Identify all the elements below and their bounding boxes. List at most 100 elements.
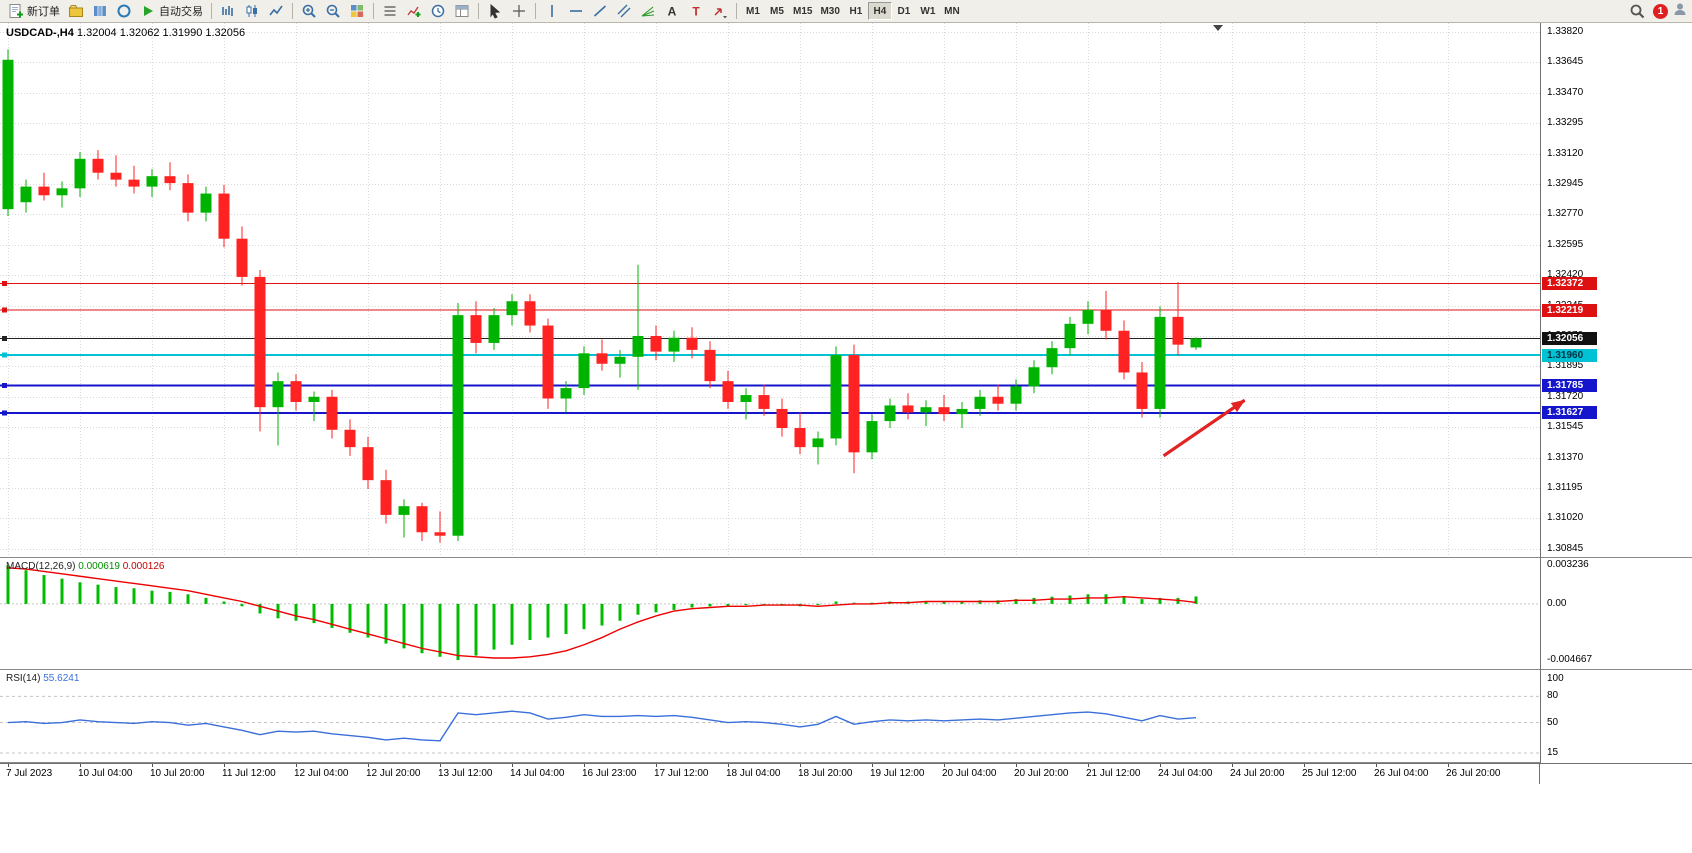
level-line-handle xyxy=(2,352,7,358)
tile-windows-button[interactable] xyxy=(345,1,369,21)
periods-button[interactable] xyxy=(426,1,450,21)
time-label: 12 Jul 04:00 xyxy=(294,768,349,779)
bars-icon xyxy=(222,6,233,16)
time-label: 24 Jul 20:00 xyxy=(1230,768,1285,779)
zoom-out-icon xyxy=(326,4,340,18)
time-tick xyxy=(8,764,9,767)
indicator-icon xyxy=(407,6,421,17)
trend-arrow-annotation[interactable] xyxy=(1162,398,1246,458)
time-tick xyxy=(1448,764,1449,767)
chart-canvas[interactable] xyxy=(0,23,1540,763)
arrange-windows-button[interactable] xyxy=(378,1,402,21)
zoom-out-button[interactable] xyxy=(321,1,345,21)
trendline-button[interactable] xyxy=(588,1,612,21)
price-level-badge: 1.32219 xyxy=(1542,303,1597,317)
channel-button[interactable] xyxy=(612,1,636,21)
line-icon xyxy=(269,5,283,16)
price-axis[interactable]: 1.33820 1.33645 1.33470 1.33295 1.33120 1.329… xyxy=(1540,23,1692,763)
price-tick-label: 1.33820 xyxy=(1547,26,1584,37)
price-tick-label: 1.33295 xyxy=(1547,117,1584,129)
line-chart-button[interactable] xyxy=(264,1,288,21)
price-level-badge: 1.32056 xyxy=(1542,331,1597,345)
price-tick-label: 1.33120 xyxy=(1547,147,1584,159)
market-watch-button[interactable] xyxy=(88,1,112,21)
timeframe-button-m30[interactable]: M30 xyxy=(816,2,843,20)
timeframe-button-h4[interactable]: H4 xyxy=(867,2,892,20)
timeframe-button-mn[interactable]: MN xyxy=(940,2,964,20)
crosshair-button[interactable] xyxy=(507,1,531,21)
rsi-line xyxy=(7,710,1197,742)
cursor-icon xyxy=(490,3,501,19)
time-label: 20 Jul 04:00 xyxy=(942,768,997,779)
folder-icon xyxy=(68,5,83,17)
text-label-button[interactable]: T xyxy=(684,1,708,21)
horizontal-line-button[interactable] xyxy=(564,1,588,21)
time-label: 18 Jul 04:00 xyxy=(726,768,781,779)
time-tick xyxy=(1304,764,1305,767)
zoom-in-button[interactable] xyxy=(297,1,321,21)
search-button[interactable] xyxy=(1625,1,1649,21)
time-tick xyxy=(1160,764,1161,767)
time-tick xyxy=(80,764,81,767)
time-label: 19 Jul 12:00 xyxy=(870,768,925,779)
candlestick-chart-button[interactable] xyxy=(240,1,264,21)
channel-icon xyxy=(617,4,631,18)
vertical-line-button[interactable] xyxy=(540,1,564,21)
timeframe-button-m15[interactable]: M15 xyxy=(789,2,816,20)
level-line-handle xyxy=(2,382,7,388)
candles xyxy=(2,49,1202,543)
timeframe-button-m1[interactable]: M1 xyxy=(741,2,765,20)
zoom-in-icon xyxy=(302,4,316,18)
templates-button[interactable] xyxy=(450,1,474,21)
axis-corner xyxy=(1539,763,1692,784)
toolbar-separator xyxy=(736,3,737,19)
timeframe-button-h1[interactable]: H1 xyxy=(844,2,868,20)
chart-plot-area[interactable]: USDCAD-,H4 1.32004 1.32062 1.31990 1.320… xyxy=(0,23,1540,763)
time-axis[interactable]: 7 Jul 2023 10 Jul 04:00 10 Jul 20:00 11 Jul… xyxy=(0,763,1540,784)
arrows-button[interactable] xyxy=(708,1,732,21)
timeframe-button-d1[interactable]: D1 xyxy=(892,2,916,20)
indicators-button[interactable] xyxy=(402,1,426,21)
timeframe-button-m5[interactable]: M5 xyxy=(765,2,789,20)
grid xyxy=(0,23,1540,557)
price-tick-label: 1.33645 xyxy=(1547,56,1584,68)
time-label: 17 Jul 12:00 xyxy=(654,768,709,779)
notifications-badge[interactable]: 1 xyxy=(1653,3,1668,19)
toolbar-separator xyxy=(535,3,536,19)
level-line-handle xyxy=(2,307,7,313)
level-line-handle xyxy=(2,410,7,416)
timeframe-button-w1[interactable]: W1 xyxy=(916,2,940,20)
time-tick xyxy=(512,764,513,767)
template-icon xyxy=(455,5,469,17)
vline-icon xyxy=(551,5,553,17)
account-icon[interactable] xyxy=(1672,1,1688,22)
time-label: 16 Jul 23:00 xyxy=(582,768,637,779)
text-button[interactable]: A xyxy=(660,1,684,21)
profiles-button[interactable] xyxy=(64,1,88,21)
time-tick xyxy=(368,764,369,767)
time-label: 18 Jul 20:00 xyxy=(798,768,853,779)
new-order-button[interactable]: 新订单 xyxy=(4,1,64,21)
search-icon xyxy=(1629,3,1645,19)
price-tick-label: 1.30845 xyxy=(1547,542,1584,554)
time-tick xyxy=(1376,764,1377,767)
cursor-button[interactable] xyxy=(483,1,507,21)
price-tick-label: 1.31195 xyxy=(1547,481,1583,493)
auto-trading-button[interactable]: 自动交易 xyxy=(136,1,207,21)
cross-icon xyxy=(513,5,525,17)
chart-shift-marker[interactable] xyxy=(1213,25,1223,31)
candles-icon xyxy=(246,5,257,17)
bar-chart-button[interactable] xyxy=(216,1,240,21)
time-tick xyxy=(296,764,297,767)
rsi-axis-label: 80 xyxy=(1547,690,1559,702)
fibonacci-button[interactable] xyxy=(636,1,660,21)
price-tick-label: 1.33470 xyxy=(1547,86,1584,98)
auto-trading-button-label: 自动交易 xyxy=(159,6,203,18)
navigator-button[interactable] xyxy=(112,1,136,21)
time-tick xyxy=(224,764,225,767)
price-tick-label: 1.31020 xyxy=(1547,512,1584,524)
toolbar-separator xyxy=(292,3,293,19)
play-icon xyxy=(144,6,153,16)
horizontal-level-lines[interactable] xyxy=(0,281,1540,416)
toolbar-separator xyxy=(478,3,479,19)
